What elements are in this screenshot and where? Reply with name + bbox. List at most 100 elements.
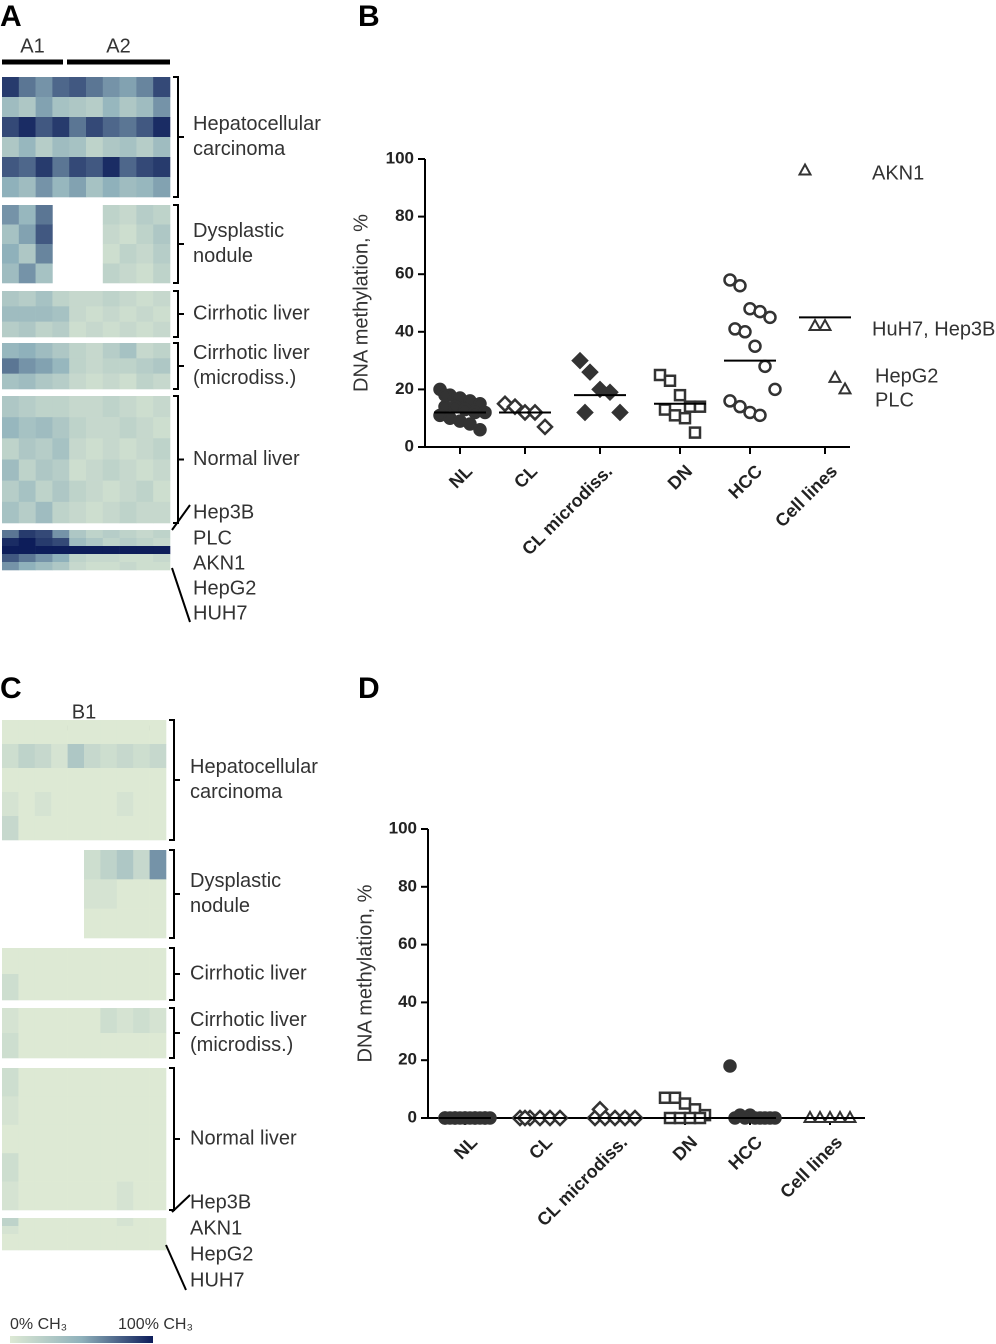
heatmap-cell [35,530,53,539]
heatmap-cell [18,816,36,841]
heatmap-cell [67,1234,85,1243]
heatmap-cell [18,263,36,284]
group-label: Dysplastic [190,870,281,892]
heatmap-cell [116,1181,134,1211]
heatmap-cell [116,850,134,880]
heatmap-cell [84,1218,101,1227]
heatmap-cell [52,459,70,481]
heatmap-cell [52,373,70,390]
heatmap-cell [136,77,154,98]
connector [171,567,191,623]
heatmap-cell [35,501,53,524]
y-tick-label: 40 [395,321,414,340]
heatmap-cell [84,816,101,841]
heatmap-cell [84,908,101,939]
x-tick-label: NL [445,461,476,492]
heatmap-cell [51,1153,68,1182]
heatmap-cell [2,321,20,338]
heatmap-cell [136,291,154,307]
heatmap-cell [18,137,36,158]
group-bracket [169,947,180,1001]
heatmap-cell [116,792,134,817]
heatmap-cell [52,480,70,503]
heatmap-cell [133,1096,150,1126]
heatmap-cell [67,744,85,769]
data-point [473,422,487,437]
heatmap-cell [18,538,36,547]
connector [171,1194,191,1213]
heatmap-cell [2,157,20,178]
heatmap-cell [18,1242,36,1251]
heatmap-cell [2,1181,19,1211]
heatmap-cell [136,554,154,563]
heatmap-cell [18,768,36,793]
y-tick-label: 0 [408,1107,417,1126]
y-tick-label: 80 [398,876,417,895]
heatmap-cell [116,1153,134,1182]
heatmap-cell [86,459,104,481]
heatmap-cell [149,1218,167,1227]
heatmap-cell [149,792,167,817]
heatmap-cell [119,291,137,307]
heatmap-cell [67,1124,85,1154]
heatmap-cell [52,538,70,547]
heatmap-cell [2,538,20,547]
cell-line-label: PLC [193,527,232,549]
heatmap-cell [86,137,104,158]
heatmap-cell [116,744,134,769]
heatmap-cell [18,157,36,178]
heatmap-cell [67,1068,85,1097]
heatmap-cell [18,792,36,817]
heatmap-cell [116,1124,134,1154]
group-label: Hepatocellular [193,113,321,135]
heatmap-cell [35,306,53,322]
heatmap-cell [102,244,120,264]
heatmap-cell [102,291,120,307]
heatmap-cell [136,117,154,138]
heatmap-cell [69,538,87,547]
heatmap-cell [18,97,36,118]
heatmap-cell [102,157,120,178]
heatmap-cell [34,768,52,793]
data-point [748,339,762,353]
heatmap-cell [35,291,53,307]
heatmap-cell [153,306,171,322]
heatmap-cell [100,1181,118,1211]
column-group-label: A2 [106,35,130,57]
heatmap-cell [84,768,101,793]
heatmap-cell [2,1124,19,1154]
heatmap-cell [2,438,20,460]
heatmap-cell [84,1033,101,1059]
heatmap-cell [34,720,52,745]
heatmap-cell [153,530,171,539]
heatmap-cell [67,1242,85,1251]
heatmap-cell [51,1033,68,1059]
heatmap-cell [51,816,68,841]
heatmap-cell [52,321,70,338]
heatmap-cell [2,343,20,359]
heatmap-cell [102,205,120,225]
heatmap-cell [102,480,120,503]
heatmap-cell [136,263,154,284]
heatmap-cell [153,501,171,524]
data-point [576,403,594,422]
heatmap-cell [67,720,85,745]
heatmap-cell [2,373,20,390]
heatmap-cell [102,224,120,245]
heatmap-cell [119,117,137,138]
heatmap-cell [102,546,120,555]
heatmap-cell [86,358,104,374]
heatmap-cell [18,117,36,138]
group-label: Hepatocellular [190,756,318,778]
heatmap-cell [149,1153,167,1182]
heatmap-cell [84,1096,101,1126]
heatmap-cell [136,321,154,338]
data-point [658,403,672,416]
heatmap-cell [100,1153,118,1182]
group-label: nodule [190,895,250,917]
column-group-label: B1 [72,701,96,723]
heatmap-cell [86,177,104,198]
data-point [653,368,667,382]
heatmap-cell [119,358,137,374]
heatmap-cell [116,948,134,975]
